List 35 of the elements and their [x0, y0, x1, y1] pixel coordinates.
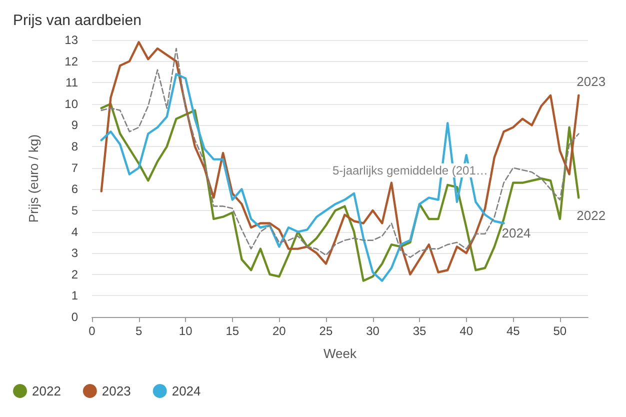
- x-tick-label: 25: [319, 324, 333, 338]
- series-label: 5-jaarlijks gemiddelde (201…: [332, 163, 488, 178]
- x-tick-label: 5: [135, 324, 142, 338]
- x-tick-label: 20: [272, 324, 286, 338]
- y-tick-label: 13: [64, 33, 78, 47]
- legend-label: 2024: [172, 384, 201, 398]
- legend-label: 2022: [32, 384, 61, 398]
- y-tick-label: 2: [71, 267, 78, 282]
- y-tick-label: 0: [71, 310, 78, 324]
- y-tick-label: 3: [71, 246, 78, 260]
- x-axis-title: Week: [324, 346, 357, 361]
- x-tick-label: 35: [412, 324, 427, 338]
- chart-title: Prijs van aardbeien: [13, 12, 142, 29]
- text: 2024: [502, 226, 531, 241]
- y-tick-label: 12: [64, 54, 78, 68]
- y-tick-label: 6: [71, 182, 78, 196]
- y-axis-title: Prijs (euro / kg): [26, 134, 41, 223]
- x-tick-label: 45: [506, 324, 520, 338]
- x-tick-label: 0: [88, 324, 96, 338]
- text: 2023: [576, 74, 606, 89]
- x-tick-label: 30: [366, 324, 380, 338]
- x-tick-label: 15: [226, 324, 240, 338]
- x-tick-label: 10: [178, 324, 193, 338]
- y-tick-label: 8: [71, 140, 78, 154]
- y-tick-label: 9: [71, 118, 78, 132]
- y-tick-label: 1: [71, 288, 78, 303]
- x-tick-label: 50: [553, 324, 567, 338]
- legend-label: 2023: [102, 384, 131, 398]
- y-tick-label: 4: [71, 224, 78, 239]
- y-tick-label: 7: [71, 160, 78, 175]
- y-tick-label: 5: [71, 203, 78, 218]
- y-tick-label: 10: [64, 96, 78, 111]
- y-tick-label: 11: [66, 76, 78, 90]
- text: 2022: [576, 208, 606, 224]
- x-tick-label: 40: [460, 324, 474, 338]
